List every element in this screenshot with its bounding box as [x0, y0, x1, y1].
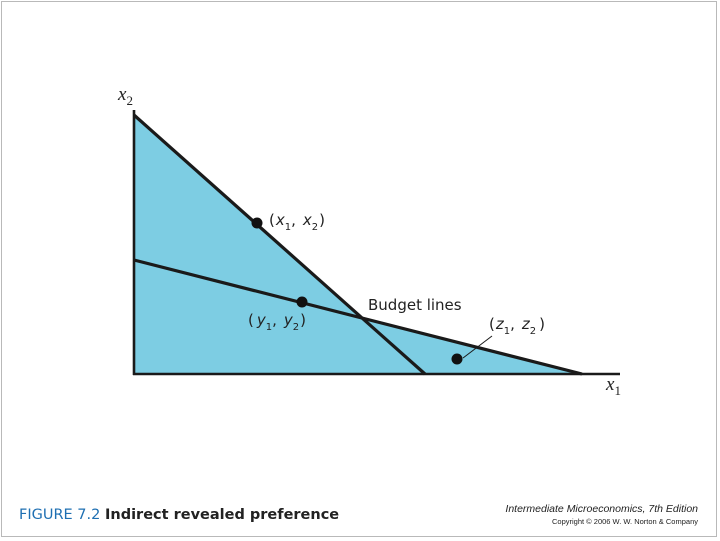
budget-set-region — [134, 115, 582, 374]
budget-line-flat — [133, 258, 583, 376]
book-credit: Intermediate Microeconomics, 7th Edition… — [505, 503, 698, 526]
z-label-pointer — [462, 335, 493, 359]
figure-number: FIGURE 7.2 — [19, 507, 101, 523]
figure-caption: FIGURE 7.2 Indirect revealed preference — [19, 507, 339, 523]
point-x-bundle — [251, 217, 263, 229]
budget-line-steep — [132, 113, 427, 376]
budget-lines-label: Budget lines — [368, 296, 462, 314]
y-axis-label: x2 — [117, 84, 133, 108]
point-z-label: (z1, z2) — [489, 315, 545, 337]
point-x-label: (x1, x2) — [269, 211, 325, 233]
x-axis-label: x1 — [605, 374, 621, 398]
copyright-notice: Copyright © 2006 W. W. Norton & Company — [551, 517, 698, 526]
figure-title: Indirect revealed preference — [104, 507, 340, 523]
book-title: Intermediate Microeconomics, 7th Edition — [505, 503, 698, 515]
point-z-bundle — [451, 353, 463, 365]
point-y-label: (y1, y2) — [248, 311, 306, 333]
point-y-bundle — [296, 296, 308, 308]
revealed-preference-diagram: x2 x1 (x1, x2) (y1, y2) (z1, z2) Budget lin… — [117, 84, 621, 398]
